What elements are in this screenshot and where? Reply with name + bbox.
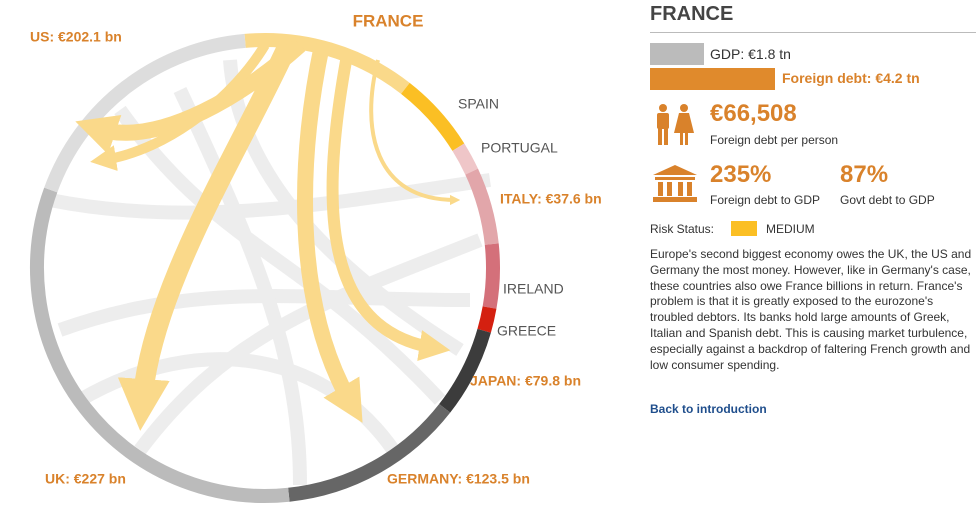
debt-to-gdp-caption: Foreign debt to GDP (710, 193, 821, 207)
country-label: IRELAND (503, 281, 564, 297)
gdp-bar (650, 43, 704, 65)
ring-segment (244, 33, 410, 94)
ring-segment (30, 187, 290, 503)
ring-segment (477, 306, 497, 333)
country-label: SPAIN (458, 96, 499, 112)
country-label: US: €202.1 bn (30, 29, 122, 45)
debt-to-gdp-value: 235% (710, 161, 772, 188)
back-link[interactable]: Back to introduction (650, 402, 767, 416)
panel-title: FRANCE (650, 3, 734, 25)
per-person-value: €66,508 (710, 100, 797, 127)
description: Europe's second biggest economy owes the… (650, 247, 972, 372)
ring-segment (439, 328, 491, 413)
risk-label: Risk Status: (650, 222, 715, 236)
people-icon (657, 104, 694, 145)
risk-swatch (731, 221, 757, 236)
govt-debt-caption: Govt debt to GDP (840, 193, 935, 207)
per-person-caption: Foreign debt per person (710, 133, 839, 147)
ring-segment (452, 143, 478, 175)
gdp-label: GDP: €1.8 tn (710, 46, 791, 62)
ring-segment (44, 33, 246, 193)
govt-debt-value: 87% (840, 161, 889, 188)
france-label: FRANCE (353, 11, 424, 30)
france-chords (75, 39, 461, 431)
ring (30, 33, 500, 503)
ring-segment (465, 168, 499, 245)
bank-icon (653, 165, 697, 202)
country-label: JAPAN: €79.8 bn (470, 373, 581, 389)
debt-bar (650, 68, 775, 90)
country-label: GREECE (497, 323, 556, 339)
ring-segment (400, 82, 465, 151)
debt-label: Foreign debt: €4.2 tn (782, 70, 920, 86)
ring-segment (482, 243, 500, 309)
risk-value: MEDIUM (766, 222, 815, 236)
ring-segment (288, 404, 451, 502)
divider (650, 32, 976, 33)
country-label: GERMANY: €123.5 bn (387, 471, 530, 487)
country-label: PORTUGAL (481, 140, 558, 156)
country-label: ITALY: €37.6 bn (500, 191, 602, 207)
chord-diagram: FRANCE US: €202.1 bn SPAIN PORTUGAL ITAL… (30, 11, 602, 503)
background-chords (48, 59, 491, 486)
country-label: UK: €227 bn (45, 471, 126, 487)
